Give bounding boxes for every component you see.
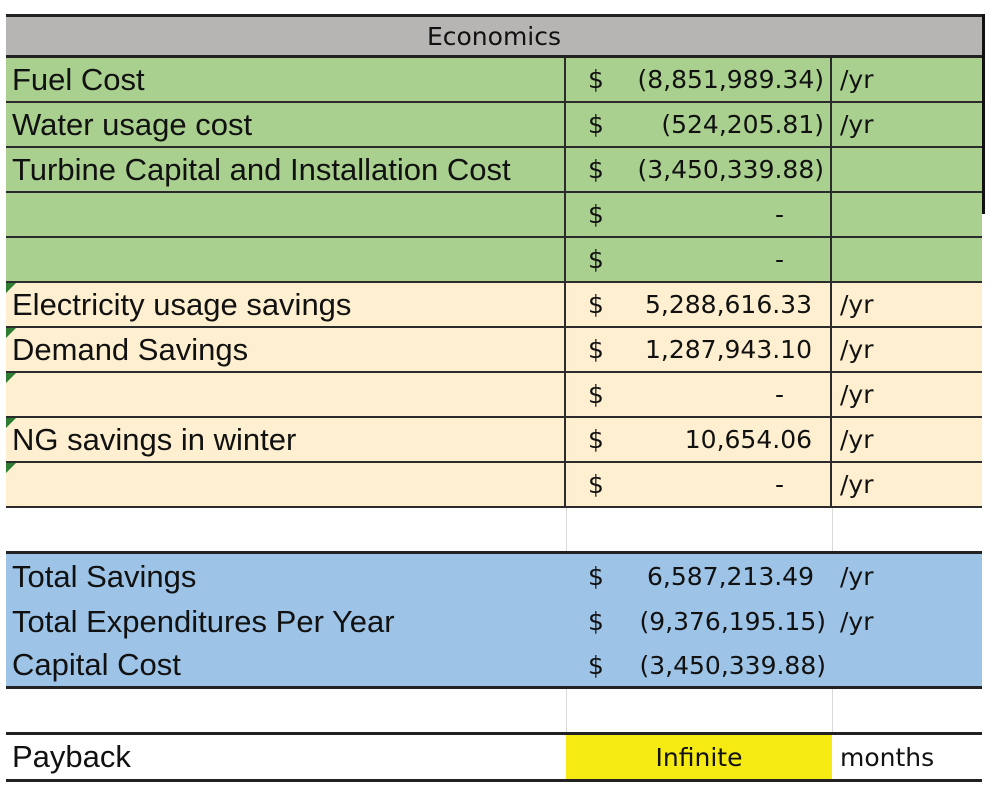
savings-amount: 1,287,943.10: [645, 335, 812, 364]
expense-unit[interactable]: /yr: [840, 65, 874, 94]
savings-unit[interactable]: /yr: [840, 380, 874, 409]
currency-symbol: $: [588, 200, 604, 229]
gridline: [566, 508, 567, 551]
currency-symbol: $: [588, 65, 604, 94]
totals-amount-cell[interactable]: $ (3,450,339.88): [566, 644, 832, 686]
totals-row-capital-cost: Capital Cost $ (3,450,339.88): [6, 644, 982, 689]
totals-label[interactable]: Total Expenditures Per Year: [12, 603, 395, 639]
gridline: [566, 689, 567, 732]
currency-symbol: $: [588, 562, 604, 591]
comment-marker-icon: [6, 283, 16, 293]
savings-amount: -: [774, 470, 784, 499]
savings-label[interactable]: Electricity usage savings: [6, 283, 566, 326]
expense-amount: (3,450,339.88): [637, 155, 825, 184]
expense-amount: (8,851,989.34): [637, 65, 825, 94]
currency-symbol: $: [588, 425, 604, 454]
totals-unit[interactable]: /yr: [840, 607, 874, 636]
totals-amount: (9,376,195.15): [639, 607, 827, 636]
expense-label[interactable]: Water usage cost: [6, 103, 566, 146]
empty-row[interactable]: [6, 508, 982, 554]
totals-unit[interactable]: /yr: [840, 562, 874, 591]
savings-amount: -: [774, 380, 784, 409]
expense-unit[interactable]: [832, 148, 982, 191]
savings-label[interactable]: [6, 463, 566, 506]
savings-unit[interactable]: /yr: [840, 290, 874, 319]
totals-label[interactable]: Total Savings: [12, 558, 197, 594]
currency-symbol: $: [588, 607, 604, 636]
expense-unit[interactable]: /yr: [840, 110, 874, 139]
expense-amount-cell[interactable]: $ -: [566, 238, 832, 281]
savings-row-demand: Demand Savings $1,287,943.10 /yr: [6, 328, 982, 373]
savings-label[interactable]: Demand Savings: [6, 328, 566, 371]
comment-marker-icon: [6, 418, 16, 428]
expense-unit[interactable]: [832, 238, 982, 281]
gridline: [832, 689, 833, 732]
savings-row-empty-1: $ - /yr: [6, 373, 982, 418]
payback-row: Payback Infinite months: [6, 735, 982, 782]
savings-amount-cell[interactable]: $ -: [566, 373, 832, 416]
expense-amount-cell[interactable]: $ -: [566, 193, 832, 236]
comment-marker-icon: [6, 328, 16, 338]
savings-label[interactable]: NG savings in winter: [6, 418, 566, 461]
expense-amount-cell[interactable]: $ (3,450,339.88): [566, 148, 832, 191]
savings-unit[interactable]: /yr: [840, 335, 874, 364]
totals-row-expenditures: Total Expenditures Per Year $ (9,376,195.…: [6, 599, 982, 644]
savings-amount: 5,288,616.33: [645, 290, 812, 319]
savings-amount-cell[interactable]: $5,288,616.33: [566, 283, 832, 326]
payback-unit[interactable]: months: [840, 742, 935, 772]
currency-symbol: $: [588, 380, 604, 409]
currency-symbol: $: [588, 245, 604, 274]
comment-marker-icon: [6, 463, 16, 473]
expense-row-empty-1: $ -: [6, 193, 982, 238]
totals-amount-cell[interactable]: $6,587,213.49: [566, 554, 832, 599]
expense-row-fuel-cost: Fuel Cost $ (8,851,989.34) /yr: [6, 58, 982, 103]
currency-symbol: $: [588, 650, 604, 680]
currency-symbol: $: [588, 110, 604, 139]
totals-row-total-savings: Total Savings $6,587,213.49 /yr: [6, 554, 982, 599]
savings-row-ng-winter: NG savings in winter $10,654.06 /yr: [6, 418, 982, 463]
savings-label[interactable]: [6, 373, 566, 416]
header-row: Economics: [6, 14, 982, 58]
expense-amount: (524,205.81): [661, 110, 824, 139]
currency-symbol: $: [588, 290, 604, 319]
expense-label[interactable]: Turbine Capital and Installation Cost: [6, 148, 566, 191]
expense-row-empty-2: $ -: [6, 238, 982, 283]
gridline: [832, 508, 833, 551]
expense-amount-cell[interactable]: $ (524,205.81): [566, 103, 832, 146]
expense-amount: -: [774, 200, 784, 229]
totals-unit[interactable]: [832, 644, 982, 686]
expense-label[interactable]: [6, 193, 566, 236]
expense-amount-cell[interactable]: $ (8,851,989.34): [566, 58, 832, 101]
savings-amount-cell[interactable]: $1,287,943.10: [566, 328, 832, 371]
right-border: [982, 14, 985, 214]
expense-row-water-usage: Water usage cost $ (524,205.81) /yr: [6, 103, 982, 148]
economics-table: Economics Fuel Cost $ (8,851,989.34) /yr …: [6, 14, 985, 782]
expense-amount: -: [774, 245, 784, 274]
payback-label[interactable]: Payback: [12, 739, 131, 774]
totals-amount: (3,450,339.88): [639, 650, 827, 680]
expense-label[interactable]: Fuel Cost: [6, 58, 566, 101]
savings-amount-cell[interactable]: $ -: [566, 463, 832, 506]
comment-marker-icon: [6, 373, 16, 383]
payback-value[interactable]: Infinite: [566, 735, 832, 779]
expense-label[interactable]: [6, 238, 566, 281]
savings-row-empty-2: $ - /yr: [6, 463, 982, 508]
savings-amount-cell[interactable]: $10,654.06: [566, 418, 832, 461]
currency-symbol: $: [588, 335, 604, 364]
totals-amount: 6,587,213.49: [647, 562, 814, 591]
savings-unit[interactable]: /yr: [840, 470, 874, 499]
savings-amount: 10,654.06: [684, 425, 812, 454]
expense-unit[interactable]: [832, 193, 982, 236]
savings-unit[interactable]: /yr: [840, 425, 874, 454]
expense-row-turbine-capital: Turbine Capital and Installation Cost $ (…: [6, 148, 982, 193]
currency-symbol: $: [588, 155, 604, 184]
table-title[interactable]: Economics: [426, 21, 562, 51]
savings-row-electricity: Electricity usage savings $5,288,616.33 …: [6, 283, 982, 328]
empty-row[interactable]: [6, 689, 982, 735]
currency-symbol: $: [588, 470, 604, 499]
totals-label[interactable]: Capital Cost: [12, 647, 181, 682]
totals-amount-cell[interactable]: $ (9,376,195.15): [566, 599, 832, 644]
